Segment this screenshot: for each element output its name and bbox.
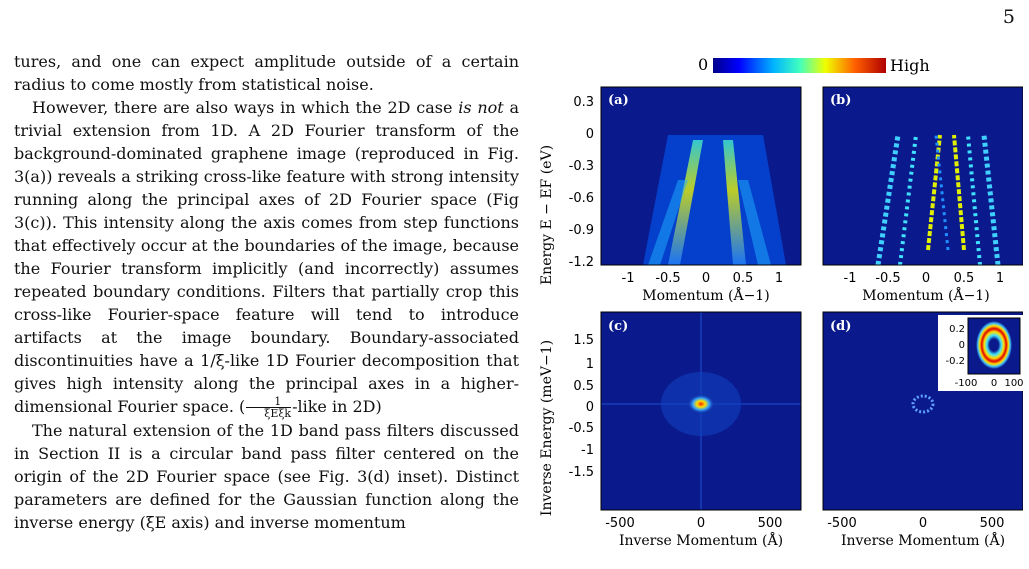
inset-filter-ring <box>976 321 1012 369</box>
inset-xtick: 100 <box>1004 378 1023 389</box>
paragraph-3: The natural extension of the 1D band pas… <box>14 421 519 532</box>
colorbar <box>713 58 886 73</box>
inset-xtick: 0 <box>991 378 997 389</box>
xtick: 0 <box>922 271 930 286</box>
inset-xticks: -100 0 100 <box>955 378 1023 389</box>
bottom-ytick: 0.5 <box>573 379 594 394</box>
panel-c-xlabel: Inverse Momentum (Å) <box>619 531 783 549</box>
top-ytick: -0.6 <box>569 191 594 206</box>
paragraph-2-part-a: However, there are also ways in which th… <box>32 98 459 117</box>
panel-b-xlabel: Momentum (Å−1) <box>862 286 989 304</box>
paragraph-1: tures, and one can expect amplitude outs… <box>14 52 519 94</box>
top-ytick: 0.3 <box>573 95 594 110</box>
body-text-column: tures, and one can expect amplitude outs… <box>14 50 519 534</box>
inset-ytick: -0.2 <box>945 356 965 367</box>
top-ylabel: Energy E − EF (eV) <box>539 145 555 285</box>
xtick: -1 <box>844 271 857 286</box>
paragraph-2-emphasis: is not <box>458 98 504 117</box>
inset-ytick: 0.2 <box>949 324 965 335</box>
panel-d-xticks: -500 0 500 <box>827 516 1004 531</box>
xtick: 500 <box>980 516 1005 531</box>
bottom-yticks: 1.5 1 0.5 0 -0.5 -1 -1.5 <box>569 333 594 480</box>
bottom-ytick: -1.5 <box>569 465 594 480</box>
fraction-numerator: 1 <box>246 396 292 408</box>
bottom-ytick: 1.5 <box>573 333 594 348</box>
panel-a-xlabel: Momentum (Å−1) <box>642 286 769 304</box>
xtick: -500 <box>605 516 635 531</box>
bottom-ytick: 1 <box>586 357 594 372</box>
top-yticks: 0.3 0 -0.3 -0.6 -0.9 -1.2 <box>569 95 594 270</box>
panel-b: (b) <box>822 86 1023 266</box>
panel-d-label: (d) <box>830 319 851 334</box>
bottom-ytick: -0.5 <box>569 421 594 436</box>
top-ytick: -0.3 <box>569 159 594 174</box>
top-ytick: -1.2 <box>569 255 594 270</box>
top-ytick: -0.9 <box>569 223 594 238</box>
xtick: 0.5 <box>954 271 975 286</box>
xtick: 500 <box>758 516 783 531</box>
xtick: -500 <box>827 516 857 531</box>
panel-d: (d) 0.2 0 -0.2 -100 0 100 <box>822 311 1023 511</box>
panel-a-label: (a) <box>608 93 629 108</box>
xtick: -1 <box>622 271 635 286</box>
paragraph-2-part-b: a trivial extension from 1D. A 2D Fourie… <box>14 98 520 416</box>
panel-a: (a) <box>600 86 802 266</box>
xtick: 0.5 <box>733 271 754 286</box>
bottom-ylabel: Inverse Energy (meV−1) <box>539 340 555 516</box>
panel-b-label: (b) <box>830 93 851 108</box>
xtick: 1 <box>775 271 783 286</box>
xtick: 0 <box>702 271 710 286</box>
figure-3: 0 High Energy E − EF (eV) (a) (b) 0.3 0 … <box>539 55 1023 549</box>
panel-b-xticks: -1 -0.5 0 0.5 1 <box>844 271 1005 286</box>
bottom-ytick: -1 <box>581 443 594 458</box>
bottom-ytick: 0 <box>586 400 594 415</box>
panel-d-xlabel: Inverse Momentum (Å) <box>841 531 1005 549</box>
xtick: 0 <box>697 516 705 531</box>
colorbar-low-label: 0 <box>698 55 708 74</box>
xtick: -0.5 <box>655 271 680 286</box>
panel-c-label: (c) <box>608 319 628 334</box>
xtick: 0 <box>919 516 927 531</box>
panel-c: (c) <box>600 311 802 511</box>
colorbar-high-label: High <box>890 56 930 75</box>
paragraph-2-part-c: -like in 2D) <box>292 397 382 416</box>
top-ytick: 0 <box>586 127 594 142</box>
inset-ytick: 0 <box>959 340 965 351</box>
page-number: 5 <box>1002 6 1015 28</box>
fraction-denominator: ξEξk <box>264 407 292 420</box>
xtick: 1 <box>996 271 1004 286</box>
panel-a-xticks: -1 -0.5 0 0.5 1 <box>622 271 784 286</box>
fraction: 1 ξEξk <box>246 396 292 420</box>
panel-c-xticks: -500 0 500 <box>605 516 782 531</box>
inset-xtick: -100 <box>955 378 978 389</box>
xtick: -0.5 <box>875 271 900 286</box>
paragraph-2: However, there are also ways in which th… <box>14 96 519 419</box>
inset-yticks: 0.2 0 -0.2 <box>945 324 965 367</box>
